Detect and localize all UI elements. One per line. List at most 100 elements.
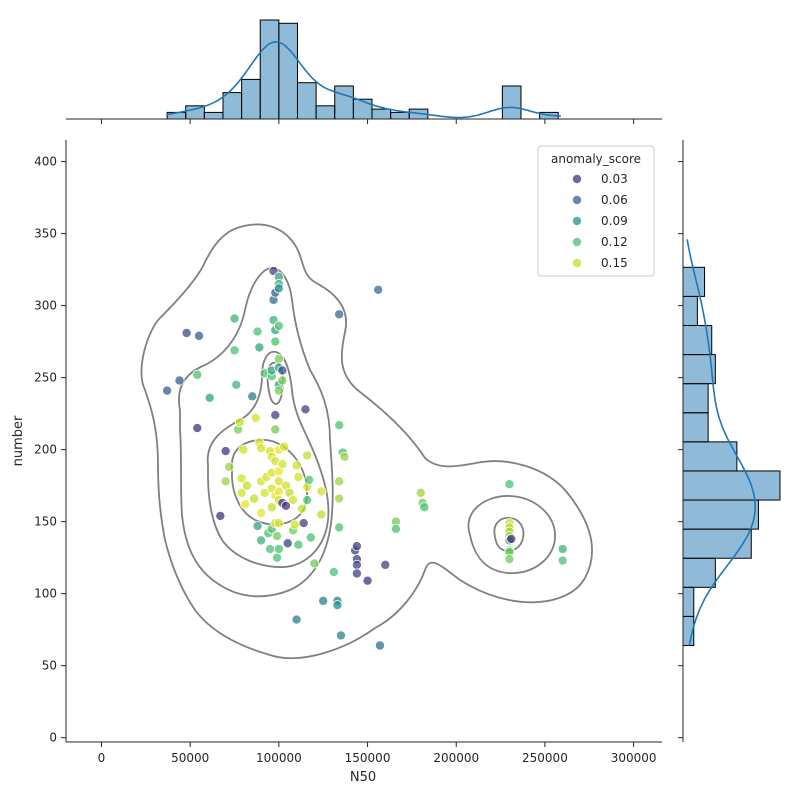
scatter-point xyxy=(229,313,240,324)
legend-box xyxy=(537,145,655,277)
scatter-point xyxy=(415,487,426,498)
right-kde-curve xyxy=(686,239,757,646)
scatter-point xyxy=(291,614,302,625)
y-tick-label: 200 xyxy=(34,443,57,457)
scatter-point xyxy=(300,404,311,415)
right-hist-bar xyxy=(682,295,698,326)
legend-marker xyxy=(572,194,583,205)
right-hist-bar xyxy=(682,586,695,617)
scatter-point xyxy=(504,554,515,565)
y-axis-label: number xyxy=(11,415,26,466)
contour-level-3 xyxy=(206,350,330,568)
legend-entries: 0.03 0.06 0.09 0.12 0.15 xyxy=(572,172,628,270)
scatter-point xyxy=(334,309,345,320)
scatter-point xyxy=(328,567,339,578)
scatter-point xyxy=(351,559,362,570)
scatter-point xyxy=(334,420,345,431)
scatter-point xyxy=(277,459,288,470)
scatter-point xyxy=(296,503,307,514)
scatter-point xyxy=(339,451,350,462)
scatter-point xyxy=(305,532,316,543)
contour-level-2 xyxy=(178,267,334,598)
scatter-point xyxy=(252,326,263,337)
legend: anomaly_score 0.03 0.06 0.09 0.12 0.15 xyxy=(537,145,655,277)
scatter-point xyxy=(229,345,240,356)
scatter-point xyxy=(238,444,249,455)
scatter-point xyxy=(256,443,267,454)
main-plot-area: 0 50000 100000 150000 200000 250000 300000 0 50 1… xyxy=(34,119,683,765)
top-hist-bar xyxy=(371,108,392,120)
top-hist-bar xyxy=(501,85,522,120)
scatter-point xyxy=(557,544,568,555)
scatter-point xyxy=(293,539,304,550)
scatter-point xyxy=(162,385,173,396)
scatter-point xyxy=(316,509,327,520)
scatter-point xyxy=(224,461,235,472)
legend-marker xyxy=(572,257,583,268)
scatter-point xyxy=(220,446,231,457)
scatter-point xyxy=(334,522,345,533)
scatter-point xyxy=(272,552,283,563)
top-hist-bar xyxy=(203,111,224,120)
scatter-point xyxy=(316,486,327,497)
scatter-point xyxy=(240,499,251,510)
scatter-point xyxy=(380,559,391,570)
scatter-point xyxy=(192,369,203,380)
x-tick-label: 200000 xyxy=(433,751,479,765)
scatter-point xyxy=(236,487,247,498)
x-tick-label: 250000 xyxy=(522,751,568,765)
scatter-point xyxy=(302,495,313,506)
scatter-point xyxy=(273,544,284,555)
right-hist-bar xyxy=(682,528,752,559)
scatter-point xyxy=(289,519,300,530)
y-tick-label: 300 xyxy=(34,299,57,313)
scatter-point xyxy=(250,412,261,423)
top-hist-bar xyxy=(278,22,298,120)
scatter-point xyxy=(504,479,515,490)
scatter-point xyxy=(231,379,242,390)
scatter-point xyxy=(374,640,385,651)
y-tick-label: 150 xyxy=(34,515,57,529)
scatter-point xyxy=(273,353,284,364)
scatter-point xyxy=(236,473,247,484)
scatter-point xyxy=(272,531,283,542)
scatter-point xyxy=(282,538,293,549)
scatter-point xyxy=(247,391,258,402)
right-hist-bar xyxy=(682,412,709,443)
top-hist-bar xyxy=(296,82,317,120)
scatter-point xyxy=(273,320,284,331)
scatter-point xyxy=(273,385,284,396)
scatter-point xyxy=(362,575,373,586)
scatter-point xyxy=(264,544,275,555)
legend-label: 0.09 xyxy=(601,214,628,228)
scatter-point xyxy=(373,284,384,295)
scatter-point xyxy=(192,423,203,434)
scatter-point xyxy=(277,365,288,376)
top-hist-bar xyxy=(334,85,354,120)
scatter-point xyxy=(273,283,284,294)
scatter-point xyxy=(302,450,313,461)
y-tick-label: 0 xyxy=(49,731,57,745)
scatter-point xyxy=(291,460,302,471)
scatter-point xyxy=(204,392,215,403)
right-hist-bar xyxy=(682,470,781,501)
right-hist-bar xyxy=(682,383,709,414)
top-kde-curve xyxy=(166,41,561,119)
scatter-point xyxy=(270,424,281,435)
contour-right-2 xyxy=(493,517,525,552)
scatter-point xyxy=(256,535,267,546)
right-hist-bar xyxy=(682,441,738,472)
right-hist-bar xyxy=(682,499,759,530)
scatter-point xyxy=(194,330,205,341)
scatter-points xyxy=(162,266,568,651)
scatter-point xyxy=(270,410,281,421)
scatter-point xyxy=(506,533,517,544)
scatter-point xyxy=(174,375,185,386)
scatter-point xyxy=(334,476,345,487)
y-tick-label: 400 xyxy=(34,155,57,169)
legend-label: 0.06 xyxy=(601,193,628,207)
scatter-point xyxy=(254,342,265,353)
scatter-point xyxy=(298,518,309,529)
y-tick-label: 250 xyxy=(34,371,57,385)
